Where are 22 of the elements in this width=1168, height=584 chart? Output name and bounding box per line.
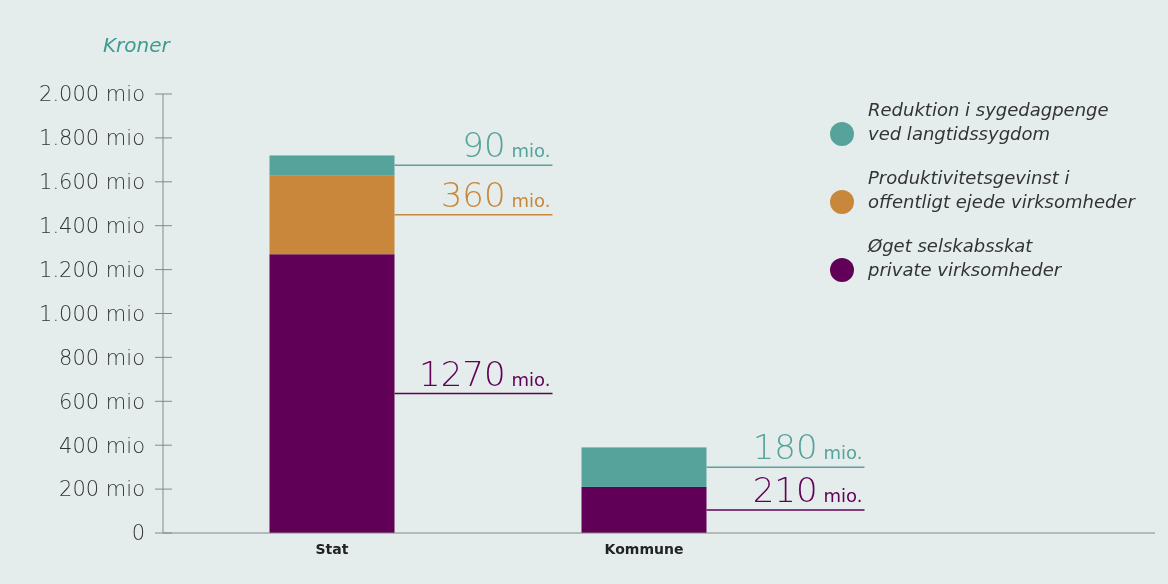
y-tick-label: 0 [131,521,145,546]
y-tick-label: 400 mio [59,433,145,458]
data-label: 90 mio. [462,125,551,166]
legend-label: Produktivitetsgevinst i offentligt ejede virksomheder [868,167,1137,212]
y-tick-label: 1.200 mio [39,257,145,282]
data-label: 210 mio. [752,469,863,510]
legend-label: Øget selskabsskat private virksomheder [867,235,1063,280]
y-tick-label: 2.000 mio [39,82,145,107]
y-tick-label: 600 mio [59,389,145,414]
data-label: 1270 mio. [419,353,551,394]
x-tick-label: Kommune [604,541,684,557]
data-label: 360 mio. [440,174,551,215]
y-tick-label: 1.600 mio [39,170,145,195]
x-tick-label: Stat [315,541,349,557]
data-label: 180 mio. [752,427,863,468]
y-tick-label: 1.000 mio [39,301,145,326]
legend-label: Reduktion i sygedagpenge ved langtidssygdom [868,99,1109,144]
y-tick-label: 800 mio [59,345,145,370]
y-tick-label: 1.400 mio [39,214,145,239]
y-axis-title: Kroner [103,33,172,57]
y-tick-label: 1.800 mio [39,126,145,151]
y-tick-label: 200 mio [59,477,145,502]
